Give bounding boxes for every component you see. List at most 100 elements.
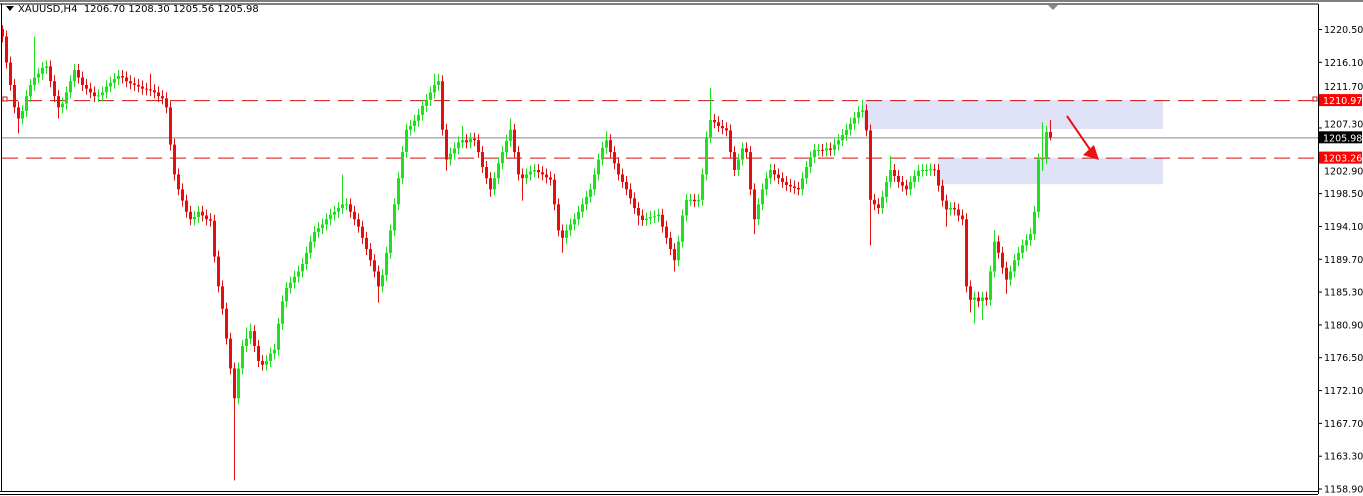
candle-body (469, 138, 472, 143)
candle (1033, 205, 1036, 241)
candle-body (657, 214, 660, 217)
candle (13, 78, 16, 114)
candle (557, 198, 560, 237)
candle (205, 209, 208, 226)
candle-body (45, 66, 48, 68)
level-anchor-right[interactable] (1312, 96, 1318, 102)
level-price-tag (1319, 151, 1362, 164)
candle (273, 343, 276, 360)
levels-layer (2, 100, 1318, 159)
candle-body (701, 174, 704, 200)
candle (525, 168, 528, 185)
candle (45, 60, 48, 74)
candle (729, 124, 732, 159)
candle-body (121, 75, 124, 78)
candle-body (169, 107, 172, 145)
candle (145, 82, 148, 96)
candle-body (101, 92, 104, 96)
candle (173, 138, 176, 181)
y-tick-label: 1167.70 (1324, 419, 1363, 430)
candle-body (489, 178, 492, 190)
candle (29, 78, 32, 103)
candle (521, 168, 524, 201)
candle-body (905, 185, 908, 190)
candle (93, 86, 96, 103)
candle-body (673, 249, 676, 261)
candle (345, 198, 348, 211)
candle (973, 291, 976, 324)
candle (485, 161, 488, 185)
candle (429, 86, 432, 106)
candle-body (973, 297, 976, 300)
candle (897, 169, 900, 188)
candle (841, 128, 844, 147)
candle-body (785, 181, 788, 185)
candle-body (21, 111, 24, 119)
candle (753, 183, 756, 235)
candle (929, 163, 932, 176)
candle-body (97, 95, 100, 97)
candle (581, 198, 584, 218)
scroll-marker-icon[interactable] (1048, 5, 1058, 10)
candle-body (177, 174, 180, 190)
candle-body (345, 204, 348, 206)
candle (457, 136, 460, 155)
candle (313, 225, 316, 248)
candle-body (757, 204, 760, 220)
y-tick-label: 1216.10 (1324, 58, 1363, 69)
candle-body (333, 211, 336, 215)
dropdown-triangle-icon[interactable] (6, 6, 14, 11)
candle (101, 86, 104, 102)
zone-rect (938, 157, 1163, 185)
candle-body (897, 175, 900, 182)
level-anchor-left[interactable] (2, 96, 8, 102)
candle-body (521, 174, 524, 179)
candle-body (1025, 240, 1028, 246)
candle (49, 60, 52, 88)
level-price-label: 1203.26 (1323, 154, 1362, 165)
candle (417, 108, 420, 127)
candle (257, 340, 260, 367)
candle-body (81, 77, 84, 85)
candle (717, 116, 720, 132)
y-tick-label: 1185.30 (1324, 288, 1363, 299)
candle (969, 280, 972, 313)
candle-body (281, 301, 284, 324)
candle (737, 153, 740, 176)
candle-body (577, 211, 580, 220)
candle (181, 183, 184, 207)
candle (409, 120, 412, 136)
candle-body (161, 96, 164, 99)
candle-body (317, 228, 320, 232)
candle-body (65, 92, 68, 104)
candle (437, 73, 440, 91)
candles-layer (1, 25, 1052, 481)
candle (213, 214, 216, 263)
candle (657, 208, 660, 223)
y-tick-label: 1220.50 (1324, 25, 1363, 36)
candle (633, 192, 636, 215)
candle-body (789, 184, 792, 187)
candle-body (821, 149, 824, 151)
candle (745, 142, 748, 159)
down-arrow-annotation[interactable] (1066, 115, 1099, 160)
candle-body (149, 89, 152, 91)
candle (949, 202, 952, 216)
candle (945, 194, 948, 227)
candle-body (41, 67, 44, 74)
candle-body (293, 276, 296, 283)
candle-body (641, 215, 644, 220)
candle (1005, 261, 1008, 294)
candle-body (461, 140, 464, 143)
candle (393, 198, 396, 237)
price-axis[interactable]: 1220.50 1216.10 1211.70 1207.30 1202.90 1198.… (1318, 25, 1363, 496)
candle (785, 175, 788, 191)
candle-body (617, 163, 620, 175)
candle-body (721, 125, 724, 129)
candle-body (661, 214, 664, 227)
candle-body (77, 70, 80, 78)
candle-body (61, 103, 64, 108)
candle (849, 117, 852, 136)
candle-body (385, 252, 388, 276)
